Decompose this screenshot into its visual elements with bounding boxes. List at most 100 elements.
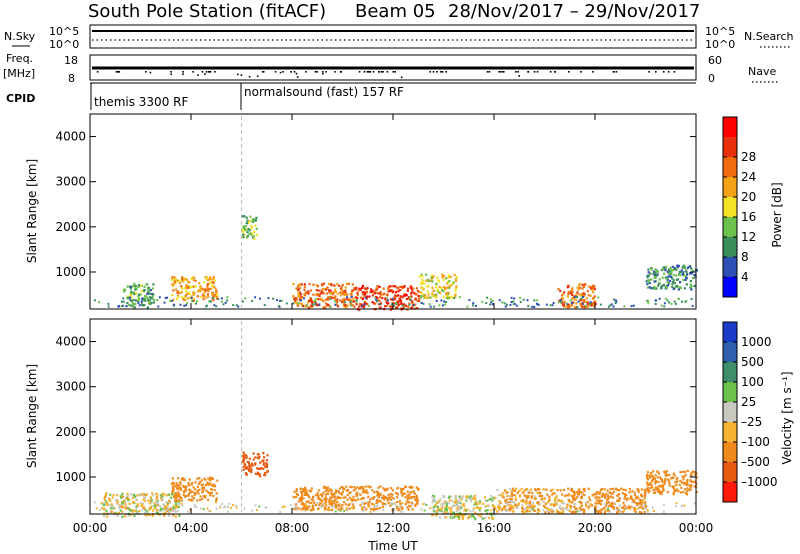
echo-point [469, 500, 473, 503]
echo-point [305, 504, 308, 507]
echo-point [421, 278, 424, 281]
echo-point [597, 296, 600, 299]
echo-point [510, 296, 513, 299]
echo-point [252, 235, 255, 238]
echo-point [324, 496, 327, 499]
echo-point [576, 286, 579, 289]
y-tick-label: 3000 [55, 380, 86, 394]
echo-point [382, 494, 385, 497]
echo-point [628, 491, 631, 494]
echo-point [180, 285, 183, 288]
echo-point [589, 286, 592, 289]
echo-point [390, 487, 393, 490]
nave-dot [648, 71, 650, 73]
echo-point [384, 297, 387, 300]
echo-point [518, 489, 521, 492]
echo-point [149, 514, 152, 517]
nave-dot [305, 71, 307, 73]
echo-point [427, 285, 430, 288]
echo-point [363, 506, 366, 509]
echo-point [492, 496, 495, 499]
echo-point [607, 507, 610, 510]
echo-point [432, 506, 435, 509]
echo-point [121, 304, 124, 307]
echo-point [196, 485, 199, 488]
echo-point [338, 491, 341, 494]
echo-point [128, 507, 131, 511]
echo-point [411, 290, 414, 293]
echo-point [156, 503, 159, 506]
echo-point [633, 500, 636, 504]
echo-point [504, 505, 507, 508]
echo-point [132, 291, 135, 294]
echo-point [389, 285, 392, 288]
echo-point [219, 506, 222, 509]
echo-point [151, 292, 154, 296]
echo-point [120, 300, 123, 303]
nsky-top-tick: 10^5 [49, 25, 79, 38]
echo-point [339, 294, 342, 297]
echo-point [649, 278, 652, 281]
echo-point [175, 501, 178, 504]
echo-point [279, 511, 282, 513]
echo-point [448, 506, 451, 509]
nave-dot [192, 71, 194, 73]
echo-point [171, 477, 174, 480]
echo-point [340, 287, 343, 290]
echo-point [582, 305, 585, 309]
echo-point [580, 504, 583, 507]
echo-point [176, 493, 179, 496]
echo-point [536, 511, 539, 514]
echo-point [654, 474, 657, 477]
echo-point [684, 492, 688, 495]
echo-point [593, 303, 596, 306]
echo-point [441, 505, 444, 508]
nave-dot [394, 71, 396, 73]
echo-point [598, 496, 601, 499]
echo-point [213, 279, 216, 282]
colorbar-swatch [723, 322, 737, 343]
echo-point [662, 284, 665, 287]
echo-point [672, 493, 675, 496]
echo-point [207, 289, 210, 293]
echo-point [322, 306, 325, 309]
echo-point [650, 472, 653, 475]
echo-point [690, 473, 693, 477]
echo-point [185, 293, 188, 296]
echo-point [205, 489, 208, 492]
echo-point [429, 507, 432, 510]
echo-point [378, 292, 381, 295]
echo-point [206, 286, 209, 289]
echo-point [490, 512, 493, 515]
echo-point [683, 504, 686, 507]
echo-point [201, 294, 205, 297]
echo-point [314, 298, 317, 301]
echo-point [592, 296, 595, 299]
echo-point [392, 285, 395, 288]
echo-point [445, 301, 448, 303]
nave-dot [515, 71, 517, 73]
echo-point [313, 501, 316, 505]
echo-point [582, 291, 585, 295]
echo-point [387, 493, 390, 497]
echo-point [574, 511, 577, 514]
echo-point [519, 296, 522, 299]
echo-point [598, 493, 601, 496]
echo-point [316, 507, 320, 510]
echo-point [341, 301, 344, 304]
echo-point [200, 479, 203, 482]
echo-point [399, 502, 402, 505]
echo-point [452, 281, 455, 284]
echo-point [134, 299, 138, 302]
echo-point [153, 502, 156, 505]
echo-point [582, 300, 585, 303]
echo-point [143, 285, 146, 288]
echo-point [564, 305, 567, 308]
echo-point [154, 505, 157, 508]
echo-point [680, 486, 683, 489]
echo-point [520, 500, 523, 503]
echo-point [570, 487, 573, 490]
echo-point [516, 491, 519, 494]
echo-point [376, 292, 379, 295]
echo-point [563, 300, 566, 304]
